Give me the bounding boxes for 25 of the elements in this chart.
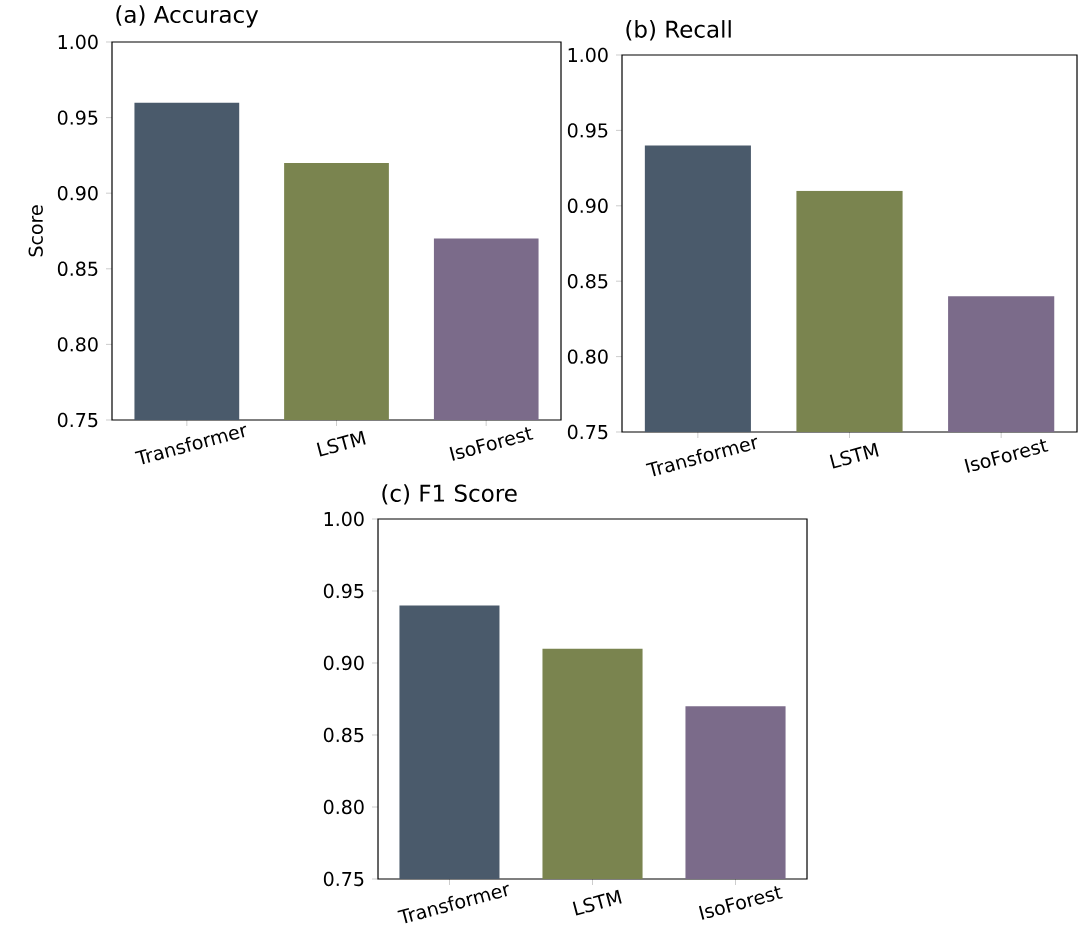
chart-title: (c) F1 Score: [382, 484, 517, 505]
y-tick-label: 0.85: [323, 727, 364, 743]
y-tick-label: 0.95: [567, 123, 608, 138]
y-tick-label: 1.00: [58, 34, 98, 50]
y-tick-label: 0.80: [323, 799, 364, 815]
y-tick-label: 0.95: [57, 110, 98, 125]
y-tick-label: 0.90: [57, 186, 98, 201]
y-tick-label: 0.80: [57, 337, 98, 352]
x-tick-label: LSTM: [572, 889, 622, 916]
y-axis-title: Score: [28, 205, 43, 257]
x-tick-label: LSTM: [316, 430, 366, 457]
y-tick-label: 0.90: [323, 655, 364, 671]
chart-title: (b) Recall: [626, 20, 731, 41]
y-tick-label: 0.85: [57, 261, 98, 276]
y-tick-label: 0.80: [567, 349, 608, 364]
y-tick-label: 0.75: [57, 412, 98, 428]
y-tick-label: 0.75: [567, 424, 608, 440]
y-tick-label: 0.85: [567, 274, 608, 289]
y-tick-label: 0.75: [323, 871, 364, 887]
x-tick-label: LSTM: [829, 442, 879, 469]
y-tick-label: 0.90: [567, 198, 608, 213]
y-tick-label: 1.00: [324, 511, 364, 527]
y-tick-label: 0.95: [323, 583, 364, 599]
y-tick-label: 1.00: [568, 47, 608, 63]
chart-title: (a) Accuracy: [116, 5, 259, 28]
